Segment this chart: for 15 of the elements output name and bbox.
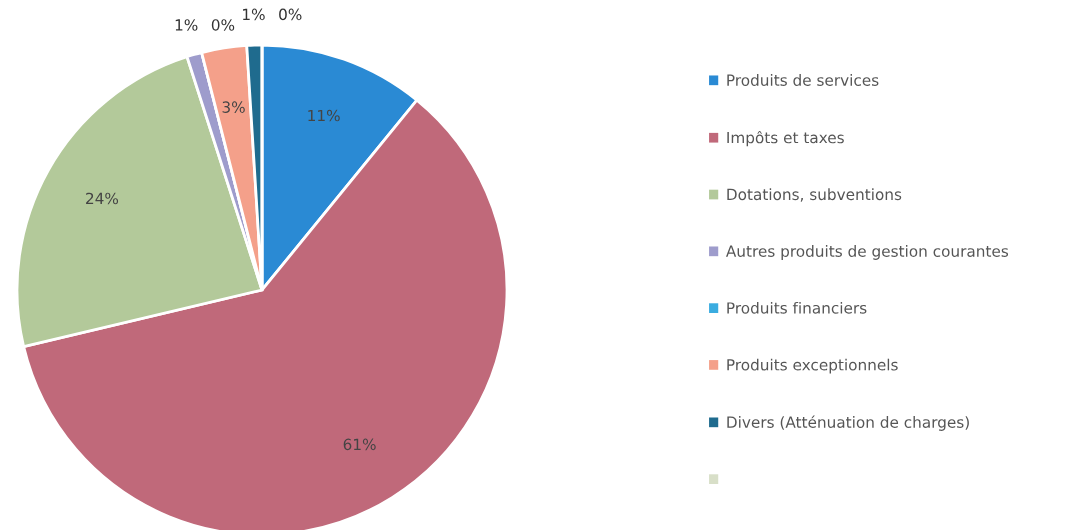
data-label: 3% <box>222 101 245 113</box>
text: 0% <box>211 19 235 31</box>
legend-label: Dotations, subventions <box>727 188 902 202</box>
text: 0% <box>279 8 302 21</box>
data-label: 61% <box>343 438 376 451</box>
legend-label: Produits financiers <box>727 301 867 314</box>
data-label: 1% <box>243 8 265 21</box>
legend-label: Produits exceptionnels <box>727 358 898 374</box>
data-label: 1% <box>175 19 198 31</box>
legend-label: Impôts et taxes <box>727 130 844 147</box>
data-label: 11% <box>308 109 340 122</box>
data-label: 24% <box>86 192 119 205</box>
legend-label: Divers (Atténuation de charges) <box>727 415 969 431</box>
legend-label: Autres produits de gestion courantes <box>725 245 1009 260</box>
legend-label: Produits de services <box>727 74 879 86</box>
